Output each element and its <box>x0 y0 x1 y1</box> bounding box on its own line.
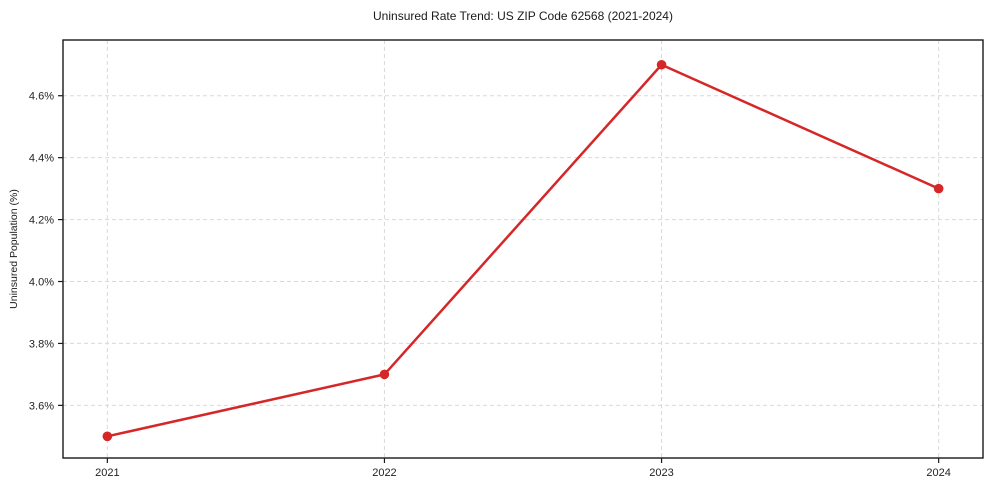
x-tick-label: 2024 <box>926 467 950 479</box>
y-tick-label: 3.6% <box>29 400 54 412</box>
x-tick-label: 2023 <box>649 467 673 479</box>
data-point-2023 <box>656 59 667 70</box>
y-tick-label: 4.2% <box>29 215 54 227</box>
x-tick-label: 2021 <box>95 467 119 479</box>
data-point-2021 <box>102 431 113 442</box>
y-tick-label: 4.6% <box>29 91 54 103</box>
series-line <box>106 63 940 438</box>
chart-title: Uninsured Rate Trend: US ZIP Code 62568 … <box>373 9 673 23</box>
data-point-2022 <box>379 369 390 380</box>
y-tick-label: 3.8% <box>29 338 54 350</box>
data-point-2024 <box>933 183 944 194</box>
x-tick-label: 2022 <box>372 467 396 479</box>
axes-border <box>62 39 984 459</box>
y-tick-label: 4.0% <box>29 277 54 289</box>
y-tick-label: 4.4% <box>29 153 54 165</box>
